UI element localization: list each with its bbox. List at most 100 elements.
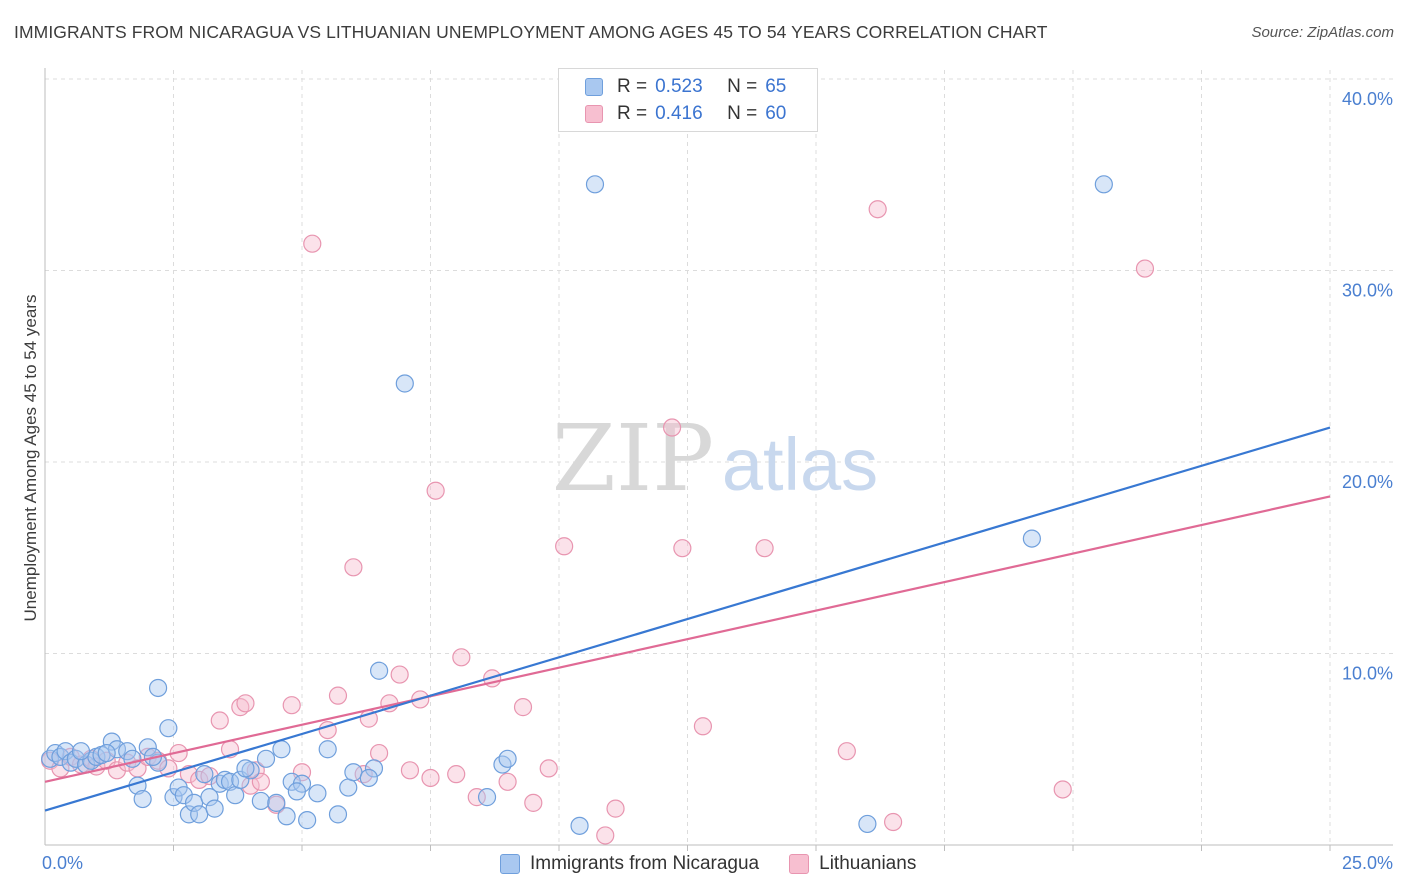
nicaragua-point (585, 175, 605, 194)
nicaragua-point (174, 786, 193, 805)
nicaragua-point (477, 788, 497, 807)
bottom-legend-swatch-blue (500, 854, 520, 874)
lithuanians-point (447, 765, 466, 784)
nicaragua-point (51, 747, 70, 767)
nicaragua-point (318, 740, 337, 759)
lithuanians-point (524, 793, 543, 812)
nicaragua-point (370, 661, 389, 680)
trend-line-nicaragua (44, 426, 1331, 812)
lithuanians-point (673, 539, 692, 558)
grid-lines (45, 70, 1393, 845)
trend-line-lithuanians (44, 495, 1331, 783)
lithuanians-point (390, 665, 409, 684)
lithuanians-point (282, 696, 301, 715)
nicaragua-point (298, 811, 317, 830)
nicaragua-point (251, 791, 270, 811)
legend-n-label: N = (727, 76, 758, 97)
legend-row-lithuanians: R = 0.416 N = 60 (585, 103, 786, 125)
axes (44, 68, 1393, 851)
nicaragua-point (195, 765, 214, 784)
nicaragua-point (148, 678, 168, 698)
nicaragua-point (272, 740, 291, 759)
x-tick-label: 25.0% (1342, 853, 1393, 873)
legend-n-value: 65 (765, 76, 787, 97)
nicaragua-point (277, 807, 296, 826)
nicaragua-point (97, 743, 116, 763)
nicaragua-point (200, 788, 219, 807)
nicaragua-point (328, 805, 348, 824)
lithuanians-point (755, 539, 774, 558)
bottom-legend-item-nicaragua: Immigrants from Nicaragua (500, 853, 759, 875)
tick-labels: 10.0% 20.0% 30.0% 40.0% 0.0% 25.0% (42, 89, 1393, 873)
nicaragua-point (858, 814, 877, 834)
lithuanians-point (426, 481, 445, 500)
legend: R = 0.523 N = 65 R = 0.416 N = 60 (558, 68, 818, 132)
y-tick-label: 20.0% (1342, 472, 1393, 492)
nicaragua-point (344, 763, 363, 782)
legend-n-value: 60 (765, 103, 787, 124)
nicaragua-point (339, 778, 358, 797)
nicaragua-point (308, 784, 327, 803)
legend-r-label: R = (617, 103, 648, 124)
legend-row-nicaragua: R = 0.523 N = 65 (585, 76, 786, 98)
nicaragua-point (364, 759, 384, 778)
watermark-zip: ZIP (552, 405, 714, 512)
series-lithuanians-points (41, 200, 1155, 845)
bottom-legend-item-lithuanians: Lithuanians (789, 853, 916, 875)
lithuanians-point (498, 772, 517, 791)
legend-r-value: 0.523 (655, 76, 703, 97)
y-axis-label: Unemployment Among Ages 45 to 54 years (21, 295, 40, 622)
lithuanians-point (555, 537, 574, 556)
lithuanians-point (421, 768, 440, 788)
bottom-legend: Immigrants from Nicaragua Lithuanians (500, 853, 946, 875)
x-tick-label: 0.0% (42, 853, 83, 873)
lithuanians-point (606, 799, 625, 818)
nicaragua-point (133, 789, 152, 809)
source-label: Source: ZipAtlas.com (1251, 24, 1394, 41)
legend-n-label: N = (727, 103, 758, 124)
lithuanians-point (539, 759, 558, 778)
y-tick-label: 30.0% (1342, 281, 1393, 301)
lithuanians-point (883, 812, 903, 832)
lithuanians-point (236, 694, 255, 713)
bottom-legend-label: Immigrants from Nicaragua (530, 853, 760, 874)
lithuanians-point (303, 234, 322, 253)
lithuanians-point (400, 761, 420, 780)
nicaragua-point (256, 749, 276, 768)
nicaragua-point (359, 768, 378, 788)
lithuanians-point (1053, 780, 1072, 799)
nicaragua-point (267, 793, 286, 812)
nicaragua-point (1022, 529, 1041, 548)
nicaragua-point (498, 749, 517, 768)
watermark-atlas: atlas (722, 423, 878, 506)
legend-r-value: 0.416 (655, 103, 703, 124)
lithuanians-point (513, 698, 533, 717)
y-tick-label: 40.0% (1342, 89, 1393, 109)
y-tick-label: 10.0% (1342, 664, 1393, 684)
lithuanians-point (1135, 259, 1155, 278)
lithuanians-point (452, 648, 471, 667)
lithuanians-point (328, 686, 348, 705)
bottom-legend-swatch-pink (789, 854, 810, 874)
lithuanians-point (662, 418, 682, 437)
nicaragua-point (179, 805, 199, 824)
legend-swatch-pink (585, 105, 603, 123)
legend-swatch-blue (585, 78, 603, 96)
lithuanians-point (467, 788, 486, 807)
nicaragua-point (56, 742, 75, 761)
chart-title: IMMIGRANTS FROM NICARAGUA VS LITHUANIAN … (14, 22, 1048, 42)
nicaragua-point (287, 782, 306, 801)
bottom-legend-label: Lithuanians (819, 853, 917, 874)
lithuanians-point (210, 711, 229, 730)
nicaragua-point (190, 805, 209, 824)
nicaragua-point (138, 738, 157, 757)
lithuanians-point (251, 772, 270, 791)
nicaragua-point (493, 755, 512, 774)
nicaragua-point (570, 816, 589, 835)
nicaragua-point (71, 742, 91, 761)
lithuanians-point (596, 826, 615, 845)
legend-r-label: R = (617, 76, 648, 97)
nicaragua-point (1094, 175, 1113, 194)
nicaragua-point (159, 719, 178, 738)
